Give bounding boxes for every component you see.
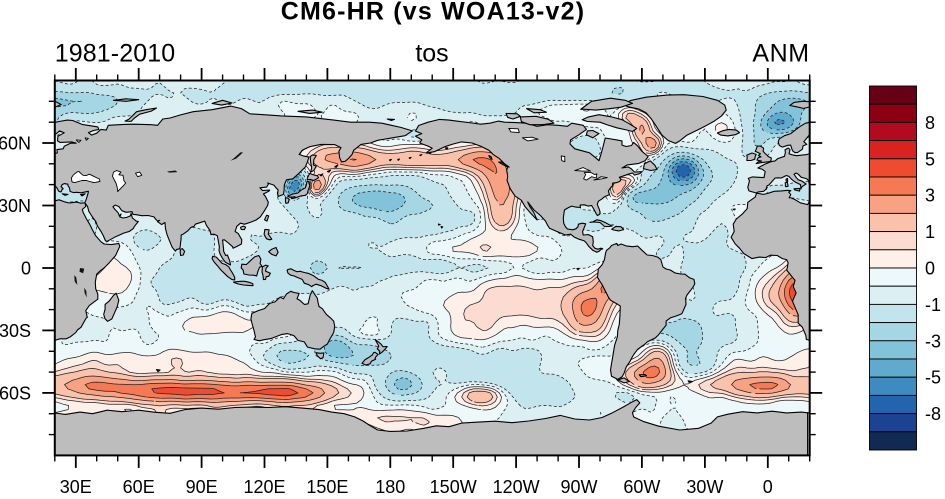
svg-text:CM6-HR (vs WOA13-v2): CM6-HR (vs WOA13-v2) (281, 0, 586, 26)
svg-text:60S: 60S (0, 383, 31, 403)
svg-text:-5: -5 (925, 368, 941, 388)
svg-text:60N: 60N (0, 134, 31, 154)
svg-text:0: 0 (21, 259, 31, 279)
svg-text:8: 8 (925, 113, 935, 133)
svg-text:ANM: ANM (752, 40, 809, 68)
svg-text:90W: 90W (560, 477, 597, 494)
svg-text:30N: 30N (0, 196, 31, 216)
svg-text:0: 0 (763, 477, 773, 494)
svg-text:60E: 60E (123, 477, 155, 494)
svg-text:30W: 30W (686, 477, 723, 494)
svg-text:-8: -8 (925, 404, 941, 424)
svg-text:180: 180 (375, 477, 405, 494)
svg-text:5: 5 (925, 149, 935, 169)
svg-text:0: 0 (925, 259, 935, 279)
svg-text:1981-2010: 1981-2010 (55, 40, 175, 68)
svg-text:120W: 120W (493, 477, 540, 494)
svg-text:30S: 30S (0, 321, 31, 341)
svg-text:1: 1 (925, 222, 935, 242)
svg-text:-3: -3 (925, 331, 941, 351)
svg-text:60W: 60W (623, 477, 660, 494)
svg-text:150W: 150W (430, 477, 477, 494)
svg-text:tos: tos (415, 40, 448, 68)
svg-text:-1: -1 (925, 295, 941, 315)
svg-text:150E: 150E (306, 477, 348, 494)
svg-text:30E: 30E (60, 477, 92, 494)
svg-text:3: 3 (925, 186, 935, 206)
svg-text:120E: 120E (243, 477, 285, 494)
svg-text:90E: 90E (186, 477, 218, 494)
